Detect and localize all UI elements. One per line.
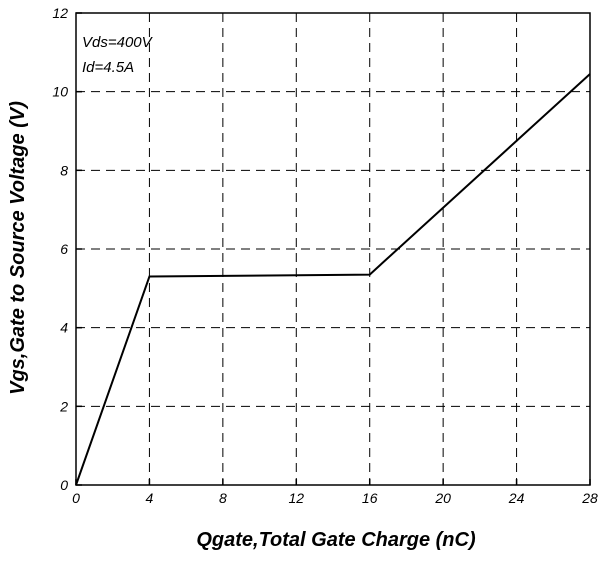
- y-tick-label: 4: [60, 320, 68, 336]
- y-tick-label: 2: [59, 398, 68, 414]
- x-tick-label: 4: [146, 490, 154, 506]
- x-tick-label: 0: [72, 490, 80, 506]
- annotation-vds: Vds=400V: [82, 34, 154, 51]
- x-tick-label: 20: [434, 490, 451, 506]
- x-tick-label: 28: [581, 490, 598, 506]
- x-tick-label: 12: [288, 490, 304, 506]
- y-tick-label: 8: [60, 162, 68, 178]
- x-tick-label: 8: [219, 490, 227, 506]
- y-axis-label: Vgs,Gate to Source Voltage (V): [7, 101, 29, 395]
- y-tick-label: 10: [52, 84, 68, 100]
- tick-marks: [75, 12, 591, 486]
- series-layer: [75, 73, 591, 486]
- y-tick-label: 0: [60, 477, 68, 493]
- y-tick-label: 6: [60, 241, 68, 257]
- x-axis-label: Qgate,Total Gate Charge (nC): [196, 529, 476, 551]
- annotation-id: Id=4.5A: [82, 59, 134, 76]
- x-tick-label: 16: [362, 490, 378, 506]
- grid-lines: [76, 13, 590, 485]
- y-tick-label: 12: [52, 5, 68, 21]
- x-tick-label: 24: [508, 490, 525, 506]
- series-line: [75, 73, 591, 486]
